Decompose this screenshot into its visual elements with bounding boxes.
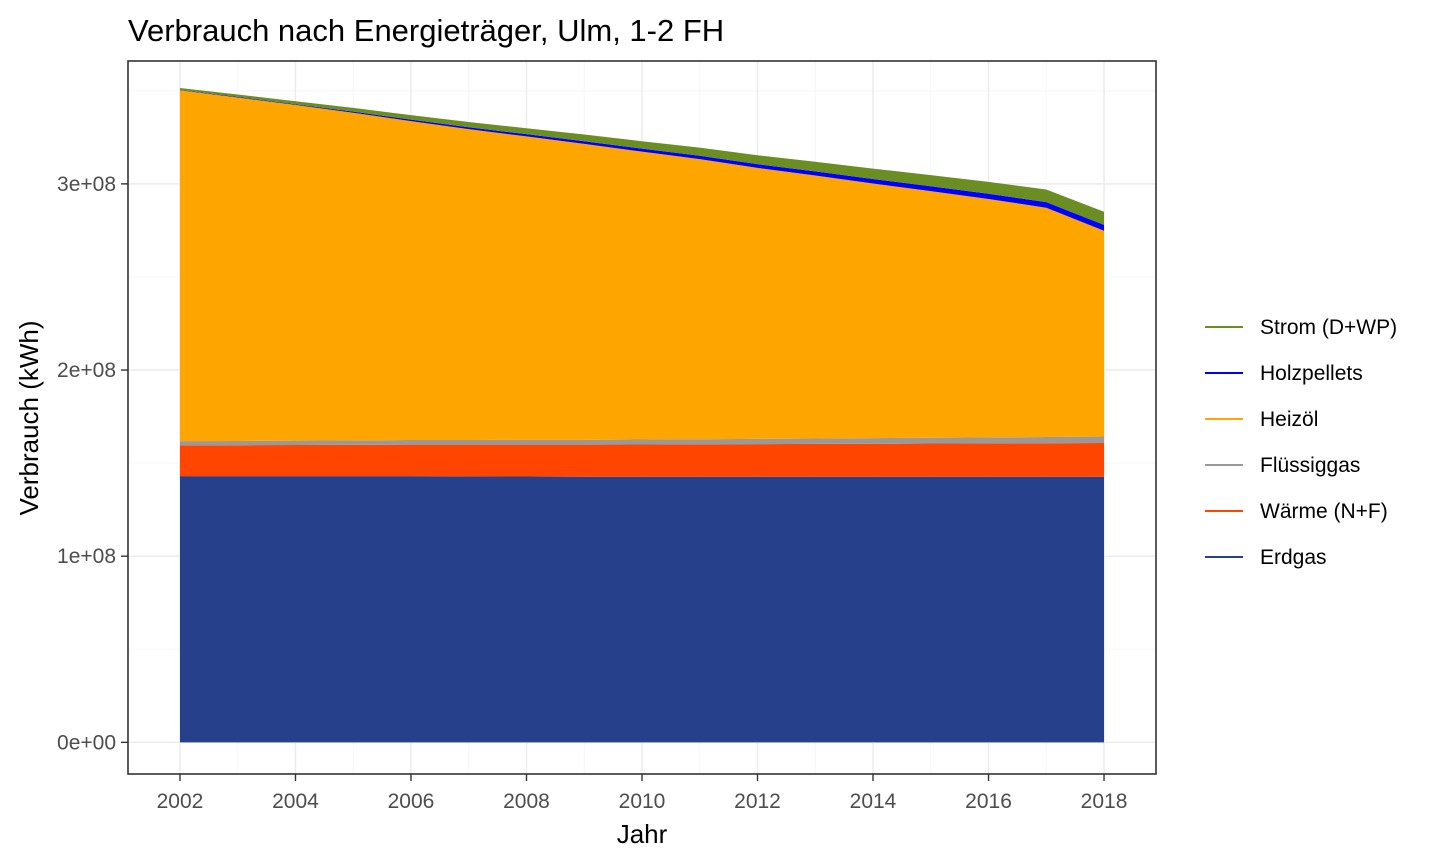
area-fl-ssiggas: [179, 436, 1105, 446]
x-tick-label: 2006: [388, 790, 435, 813]
y-tick-label: 1e+08: [57, 545, 116, 568]
legend-label-holzpellets: Holzpellets: [1260, 362, 1363, 385]
y-tick-label: 3e+08: [57, 173, 116, 196]
area-heiz-l: [179, 90, 1105, 442]
x-axis: 2002 2004 2006 2008 2010 2012 2014 2016 2018: [157, 774, 1128, 813]
x-tick-label: 2018: [1081, 790, 1128, 813]
y-tick-label: 2e+08: [57, 359, 116, 382]
x-tick-label: 2016: [965, 790, 1012, 813]
legend-label-erdgas: Erdgas: [1260, 546, 1327, 569]
x-tick-label: 2004: [272, 790, 319, 813]
legend-label-heiz-l: Heizöl: [1260, 408, 1318, 431]
legend: Strom (D+WP) Holzpellets Heizöl Flüssiggas W…: [1205, 316, 1397, 569]
x-axis-title: Jahr: [617, 819, 668, 849]
y-tick-label: 0e+00: [57, 731, 116, 754]
x-tick-label: 2008: [503, 790, 550, 813]
chart-title: Verbrauch nach Energieträger, Ulm, 1-2 F…: [128, 13, 724, 48]
legend-label-w-rme-n-f: Wärme (N+F): [1260, 500, 1388, 523]
x-tick-label: 2012: [734, 790, 781, 813]
x-tick-label: 2014: [850, 790, 897, 813]
y-axis-title: Verbrauch (kWh): [14, 320, 44, 515]
x-tick-label: 2010: [619, 790, 666, 813]
area-erdgas: [179, 476, 1105, 743]
legend-label-fl-ssiggas: Flüssiggas: [1260, 454, 1360, 477]
legend-label-strom-d-wp: Strom (D+WP): [1260, 316, 1397, 339]
area-layers: [179, 87, 1105, 743]
area-w-rme-n-f: [179, 443, 1105, 477]
x-tick-label: 2002: [157, 790, 204, 813]
y-axis: 0e+00 1e+08 2e+08 3e+08: [57, 173, 128, 754]
